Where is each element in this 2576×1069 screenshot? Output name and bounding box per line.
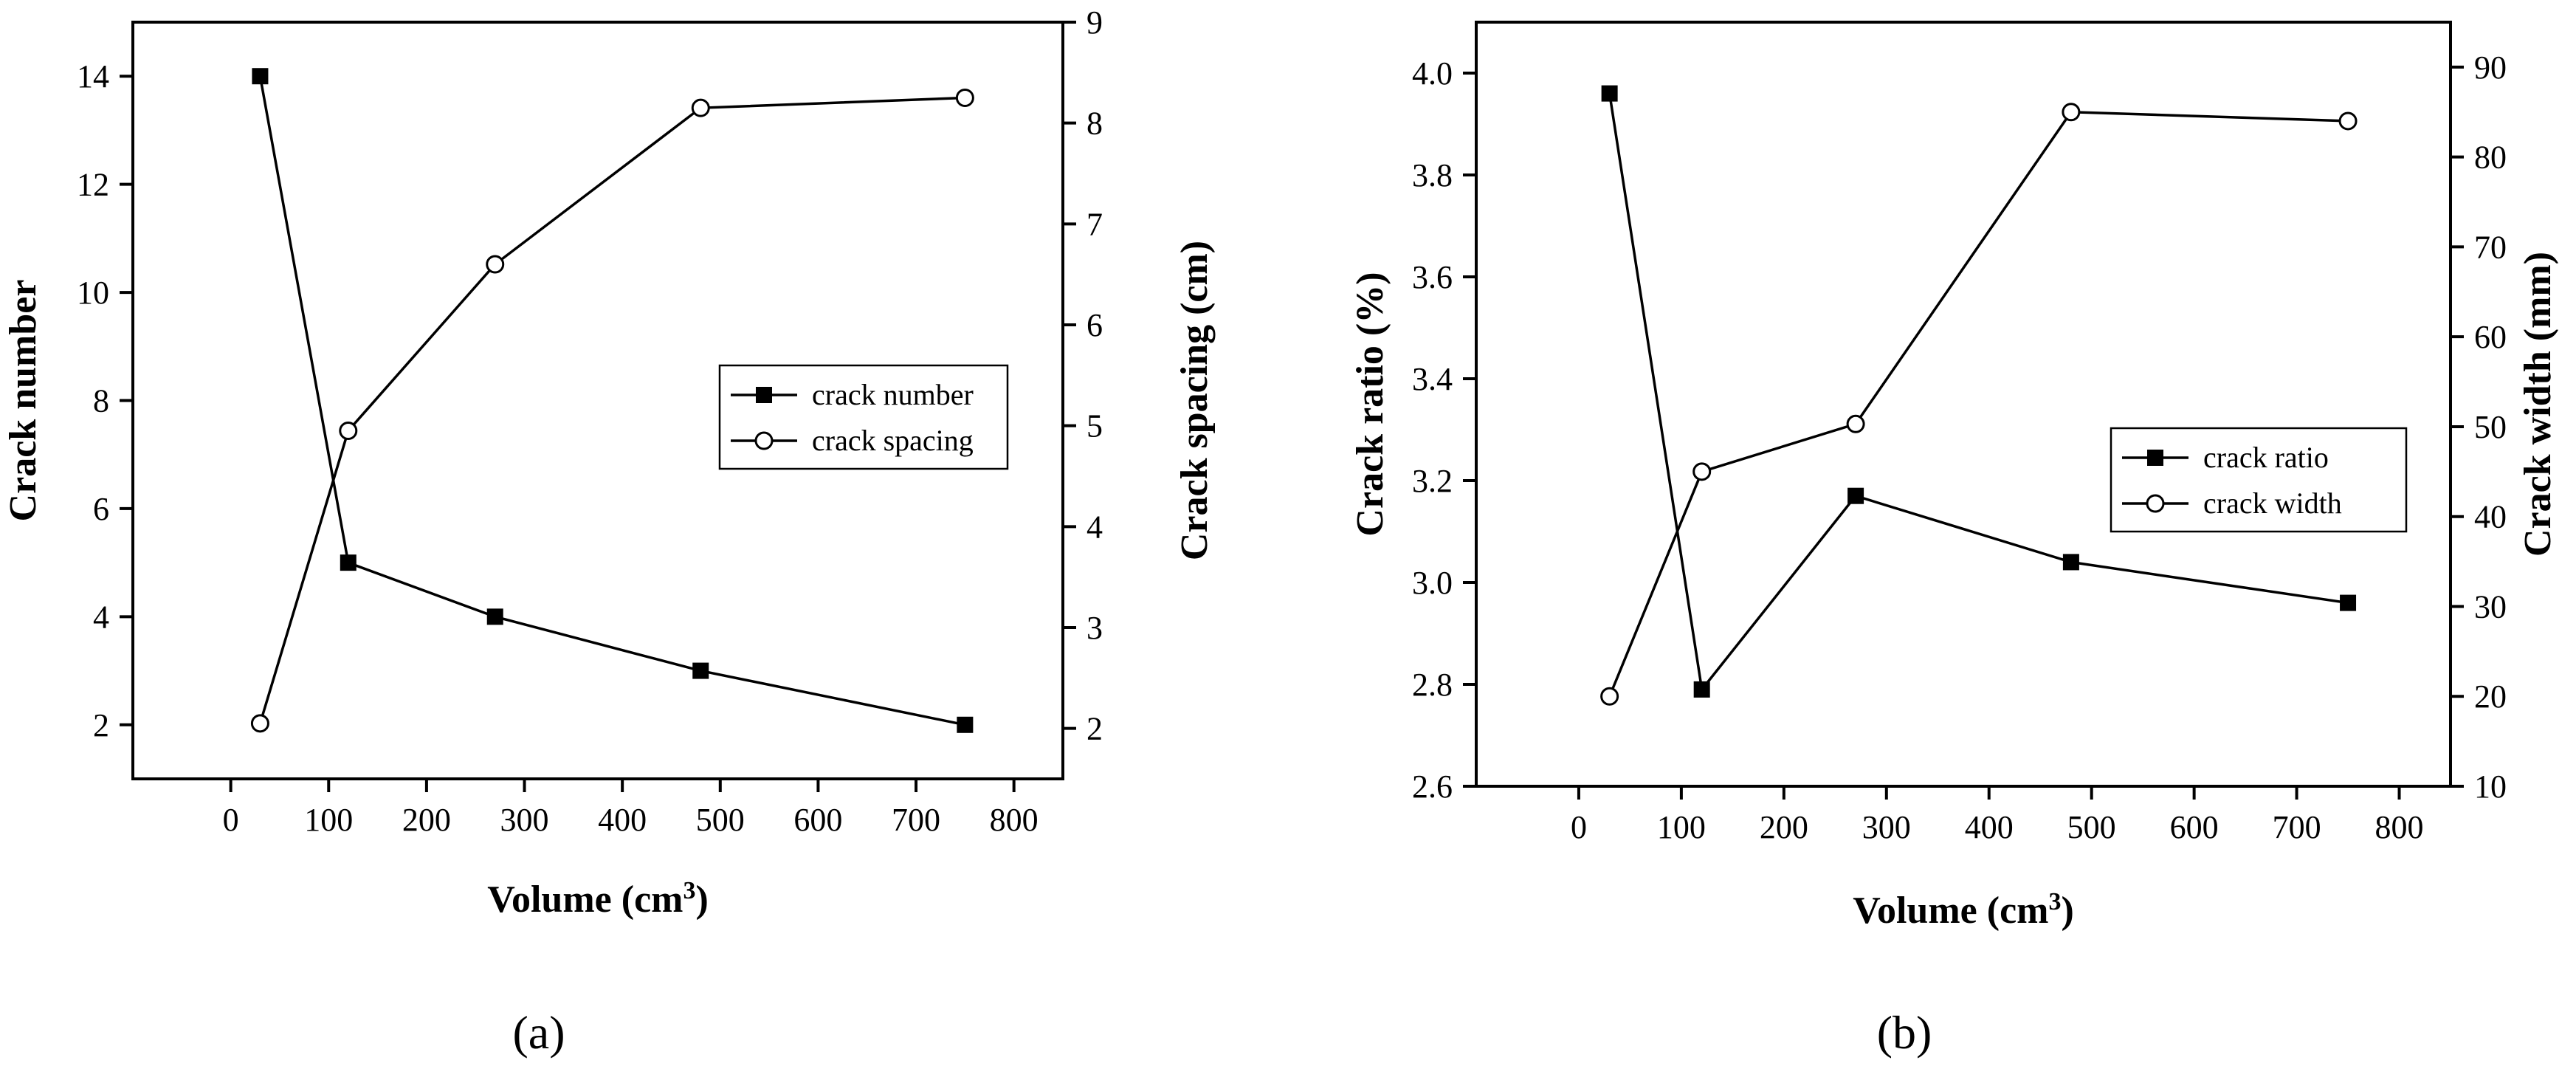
legend-label: crack ratio xyxy=(2203,441,2329,474)
right-y-tick-label: 80 xyxy=(2474,140,2507,176)
left-y-tick-label: 8 xyxy=(93,383,109,419)
panel-label: (a) xyxy=(512,1006,565,1059)
left-y-tick-label: 3.2 xyxy=(1412,463,1453,499)
x-tick-label: 0 xyxy=(1571,809,1587,845)
left-y-tick-label: 2.8 xyxy=(1412,667,1453,703)
legend-marker xyxy=(2146,494,2165,513)
data-point-crack-spacing xyxy=(691,98,710,117)
legend-marker xyxy=(754,431,774,450)
right-y-tick-label: 7 xyxy=(1086,206,1103,242)
legend-box xyxy=(2110,427,2408,533)
data-point-crack-spacing xyxy=(486,255,505,274)
x-tick-label: 400 xyxy=(1965,809,2014,845)
data-point-crack-number xyxy=(692,662,709,679)
x-tick-label: 500 xyxy=(696,802,745,838)
right-y-tick-label: 40 xyxy=(2474,499,2507,535)
data-point-crack-spacing xyxy=(250,714,269,733)
legend-label: crack spacing xyxy=(812,424,974,457)
right-y-tick-label: 9 xyxy=(1086,4,1103,41)
data-point-crack-number xyxy=(340,554,357,571)
right-axis-title: Crack spacing (cm) xyxy=(1174,241,1216,560)
right-y-tick-label: 30 xyxy=(2474,588,2507,625)
data-point-crack-spacing xyxy=(339,422,358,440)
data-point-crack-number xyxy=(486,608,503,625)
data-point-crack-ratio xyxy=(2062,554,2079,571)
data-point-crack-ratio xyxy=(1693,681,1710,698)
right-axis-title: Crack width (mm) xyxy=(2517,252,2559,557)
right-y-tick-label: 90 xyxy=(2474,49,2507,86)
legend-marker xyxy=(756,387,772,403)
left-y-tick-label: 3.0 xyxy=(1412,565,1453,601)
left-y-tick-label: 4.0 xyxy=(1412,55,1453,92)
x-tick-label: 100 xyxy=(1657,809,1706,845)
data-point-crack-width xyxy=(1600,687,1619,706)
plot-frame xyxy=(1475,21,2452,788)
left-y-tick-label: 14 xyxy=(77,58,109,94)
legend-marker xyxy=(2147,450,2163,466)
x-tick-label: 600 xyxy=(793,802,842,838)
legend-label: crack number xyxy=(812,378,974,411)
data-point-crack-width xyxy=(2062,103,2081,122)
right-y-tick-label: 3 xyxy=(1086,610,1103,646)
x-tick-label: 400 xyxy=(598,802,647,838)
right-y-tick-label: 2 xyxy=(1086,711,1103,747)
left-y-tick-label: 3.4 xyxy=(1412,361,1453,397)
data-point-crack-width xyxy=(2338,111,2358,131)
x-tick-label: 300 xyxy=(1862,809,1911,845)
x-tick-label: 600 xyxy=(2170,809,2219,845)
x-tick-label: 0 xyxy=(223,802,239,838)
data-point-crack-width xyxy=(1692,462,1712,481)
x-tick-label: 800 xyxy=(990,802,1039,838)
legend-label: crack width xyxy=(2203,487,2342,520)
legend-box xyxy=(718,364,1009,470)
right-y-tick-label: 4 xyxy=(1086,509,1103,545)
left-y-tick-label: 12 xyxy=(77,167,109,203)
right-y-tick-label: 6 xyxy=(1086,307,1103,343)
data-point-crack-ratio xyxy=(1847,487,1864,504)
chart-panel-b: 0 100 200 300 400 500 600 700 800 2.6 2.8 3.0 3.2 3.4… xyxy=(1349,21,2559,1059)
x-tick-label: 100 xyxy=(304,802,353,838)
data-point-crack-spacing xyxy=(955,89,974,107)
left-y-tick-label: 2 xyxy=(93,707,109,743)
left-y-tick-label: 3.6 xyxy=(1412,259,1453,295)
x-tick-label: 800 xyxy=(2375,809,2424,845)
left-y-tick-label: 10 xyxy=(77,275,109,311)
data-point-crack-number xyxy=(252,68,269,85)
panel-label: (b) xyxy=(1877,1006,1932,1059)
data-point-crack-number xyxy=(957,716,974,733)
x-axis-title: Volume (cm3) xyxy=(487,877,709,921)
right-y-tick-label: 70 xyxy=(2474,229,2507,265)
right-y-tick-label: 10 xyxy=(2474,769,2507,805)
x-tick-label: 700 xyxy=(2273,809,2321,845)
chart-panel-a: 0 100 200 300 400 500 600 700 800 2 4 6 8 10 12 14 2 3 4 5 6… xyxy=(2,4,1216,1059)
x-tick-label: 500 xyxy=(2067,809,2116,845)
x-tick-label: 200 xyxy=(402,802,451,838)
x-tick-label: 300 xyxy=(500,802,549,838)
right-y-tick-label: 60 xyxy=(2474,319,2507,355)
right-y-tick-label: 5 xyxy=(1086,408,1103,444)
x-tick-label: 200 xyxy=(1760,809,1808,845)
left-y-tick-label: 4 xyxy=(93,599,109,635)
data-point-crack-width xyxy=(1846,414,1865,433)
x-tick-label: 700 xyxy=(892,802,940,838)
left-axis-title: Crack number xyxy=(2,280,44,522)
x-axis-title: Volume (cm3) xyxy=(1853,888,2074,932)
left-y-tick-label: 6 xyxy=(93,491,109,527)
series-line-crack-ratio xyxy=(1608,93,2349,693)
data-point-crack-ratio xyxy=(1601,85,1618,102)
right-y-tick-label: 20 xyxy=(2474,678,2507,715)
series-line-crack-width xyxy=(1608,110,2349,697)
right-y-tick-label: 50 xyxy=(2474,409,2507,445)
left-y-tick-label: 2.6 xyxy=(1412,769,1453,805)
left-axis-title: Crack ratio (%) xyxy=(1349,272,1391,536)
left-y-tick-label: 3.8 xyxy=(1412,157,1453,193)
right-y-tick-label: 8 xyxy=(1086,106,1103,142)
data-point-crack-ratio xyxy=(2340,594,2357,611)
